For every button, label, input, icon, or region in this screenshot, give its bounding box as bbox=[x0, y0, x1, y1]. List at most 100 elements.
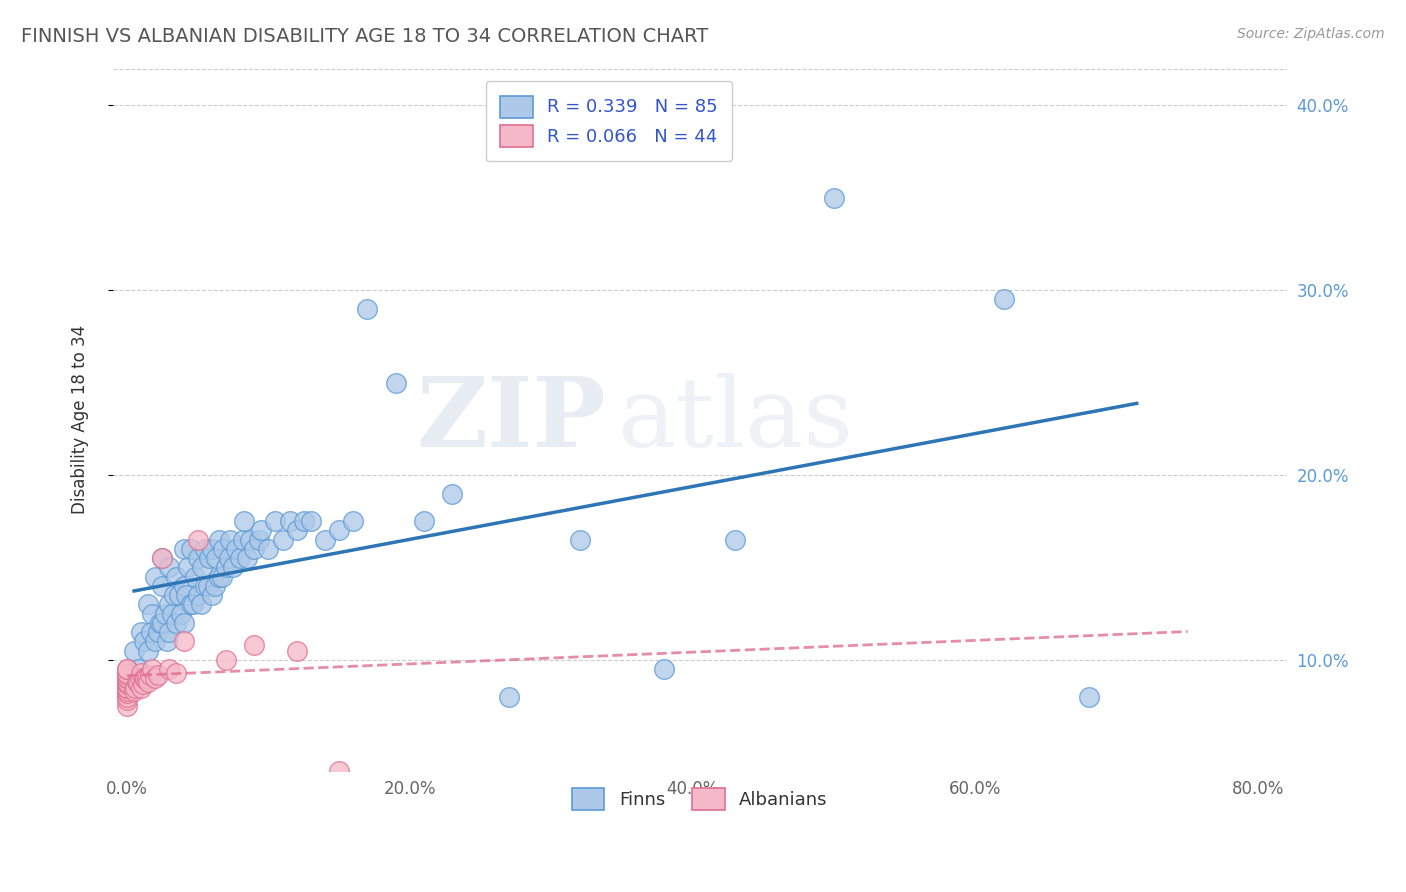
Legend: Finns, Albanians: Finns, Albanians bbox=[557, 774, 842, 825]
Point bbox=[654, 662, 676, 676]
Point bbox=[219, 533, 242, 547]
Point bbox=[208, 533, 231, 547]
Point bbox=[198, 551, 221, 566]
Point bbox=[441, 486, 464, 500]
Point bbox=[115, 693, 138, 707]
Point bbox=[212, 541, 235, 556]
Point bbox=[136, 675, 159, 690]
Point bbox=[132, 634, 155, 648]
Point bbox=[187, 533, 209, 547]
Point bbox=[342, 514, 364, 528]
Point bbox=[724, 533, 747, 547]
Point bbox=[568, 533, 591, 547]
Text: atlas: atlas bbox=[617, 373, 853, 467]
Point bbox=[285, 643, 308, 657]
Point bbox=[162, 607, 184, 621]
Point bbox=[143, 569, 166, 583]
Point bbox=[194, 579, 217, 593]
Point bbox=[122, 643, 145, 657]
Point bbox=[236, 551, 259, 566]
Point bbox=[139, 625, 162, 640]
Point bbox=[187, 588, 209, 602]
Point bbox=[115, 662, 138, 676]
Point bbox=[180, 598, 202, 612]
Point bbox=[250, 524, 273, 538]
Point bbox=[225, 541, 247, 556]
Point bbox=[208, 569, 231, 583]
Point bbox=[127, 675, 149, 690]
Point bbox=[129, 681, 152, 695]
Point bbox=[143, 634, 166, 648]
Point bbox=[823, 191, 845, 205]
Point bbox=[413, 514, 436, 528]
Point bbox=[153, 607, 176, 621]
Point bbox=[169, 588, 191, 602]
Point bbox=[150, 551, 173, 566]
Text: Source: ZipAtlas.com: Source: ZipAtlas.com bbox=[1237, 27, 1385, 41]
Point bbox=[173, 634, 195, 648]
Point bbox=[166, 665, 188, 680]
Point bbox=[132, 671, 155, 685]
Point bbox=[150, 579, 173, 593]
Point bbox=[184, 569, 207, 583]
Point bbox=[138, 667, 160, 681]
Point bbox=[328, 524, 350, 538]
Point bbox=[115, 684, 138, 698]
Point bbox=[125, 675, 148, 690]
Point bbox=[115, 667, 138, 681]
Point bbox=[141, 607, 163, 621]
Y-axis label: Disability Age 18 to 34: Disability Age 18 to 34 bbox=[72, 325, 89, 514]
Point bbox=[129, 665, 152, 680]
Point bbox=[201, 541, 224, 556]
Point bbox=[222, 560, 245, 574]
Point bbox=[115, 662, 138, 676]
Point bbox=[190, 598, 212, 612]
Point bbox=[278, 514, 301, 528]
Point bbox=[264, 514, 287, 528]
Point bbox=[187, 551, 209, 566]
Point bbox=[136, 643, 159, 657]
Point bbox=[124, 681, 146, 695]
Point bbox=[141, 662, 163, 676]
Point bbox=[115, 699, 138, 714]
Point bbox=[328, 764, 350, 778]
Point bbox=[215, 560, 238, 574]
Point bbox=[176, 588, 198, 602]
Point bbox=[150, 551, 173, 566]
Point bbox=[136, 598, 159, 612]
Point bbox=[115, 686, 138, 700]
Point bbox=[115, 675, 138, 690]
Point bbox=[498, 690, 520, 704]
Point bbox=[122, 684, 145, 698]
Point bbox=[243, 541, 266, 556]
Point bbox=[384, 376, 406, 390]
Point bbox=[115, 671, 138, 685]
Point bbox=[166, 569, 188, 583]
Point bbox=[299, 514, 322, 528]
Point bbox=[115, 671, 138, 685]
Point bbox=[146, 667, 169, 681]
Point bbox=[115, 671, 138, 685]
Point bbox=[127, 662, 149, 676]
Point bbox=[143, 671, 166, 685]
Point bbox=[173, 541, 195, 556]
Point bbox=[191, 560, 214, 574]
Point bbox=[157, 560, 180, 574]
Point bbox=[128, 671, 150, 685]
Point bbox=[166, 615, 188, 630]
Point bbox=[177, 560, 200, 574]
Point bbox=[173, 615, 195, 630]
Point bbox=[257, 541, 280, 556]
Point bbox=[115, 671, 138, 685]
Point bbox=[148, 615, 170, 630]
Point bbox=[146, 625, 169, 640]
Point bbox=[204, 579, 226, 593]
Point bbox=[157, 662, 180, 676]
Point bbox=[115, 677, 138, 691]
Point bbox=[163, 588, 186, 602]
Point bbox=[233, 514, 256, 528]
Point bbox=[131, 677, 153, 691]
Point bbox=[993, 293, 1015, 307]
Point bbox=[243, 638, 266, 652]
Point bbox=[134, 671, 156, 685]
